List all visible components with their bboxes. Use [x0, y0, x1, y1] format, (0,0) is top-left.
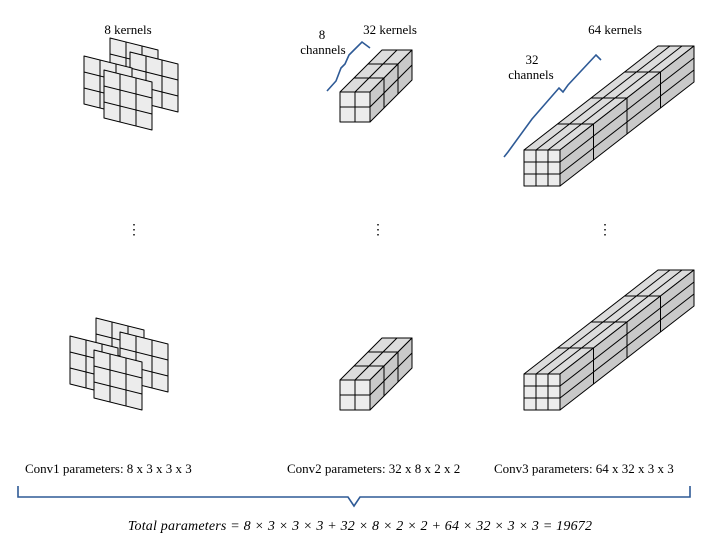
prism-icon: [523, 269, 695, 411]
kernel-stack-icon: [83, 37, 179, 131]
conv1-parameters-label: Conv1 parameters: 8 x 3 x 3 x 3: [25, 461, 192, 476]
conv2-parameters-label: Conv2 parameters: 32 x 8 x 2 x 2: [287, 461, 461, 476]
conv2-continuation-dots: ⋮: [371, 223, 385, 238]
conv3-continuation-dots: ⋮: [598, 223, 612, 238]
conv2-channels-count: 8: [318, 27, 326, 42]
total-parameters-formula: Total parameters = 8 × 3 × 3 × 3 + 32 × …: [127, 519, 593, 534]
prism-icon: [523, 45, 695, 187]
conv1-kernels-label: 8 kernels: [104, 22, 152, 37]
conv3-kernels-label: 64 kernels: [588, 22, 642, 37]
conv3-parameters-label: Conv3 parameters: 64 x 32 x 3 x 3: [494, 461, 674, 476]
conv2-channels-word: channels: [300, 42, 346, 57]
prism-icon: [339, 49, 413, 123]
conv3-channels-count: 32: [525, 52, 539, 67]
kernel-stack-icon: [69, 317, 169, 411]
conv3-channels-word: channels: [508, 67, 554, 82]
conv1-continuation-dots: ⋮: [127, 223, 141, 238]
curly-brace-icon: [326, 40, 371, 92]
curly-brace-icon: [17, 486, 691, 508]
curly-brace-icon: [503, 53, 602, 158]
conv2-kernels-label: 32 kernels: [363, 22, 417, 37]
prism-icon: [339, 337, 413, 411]
